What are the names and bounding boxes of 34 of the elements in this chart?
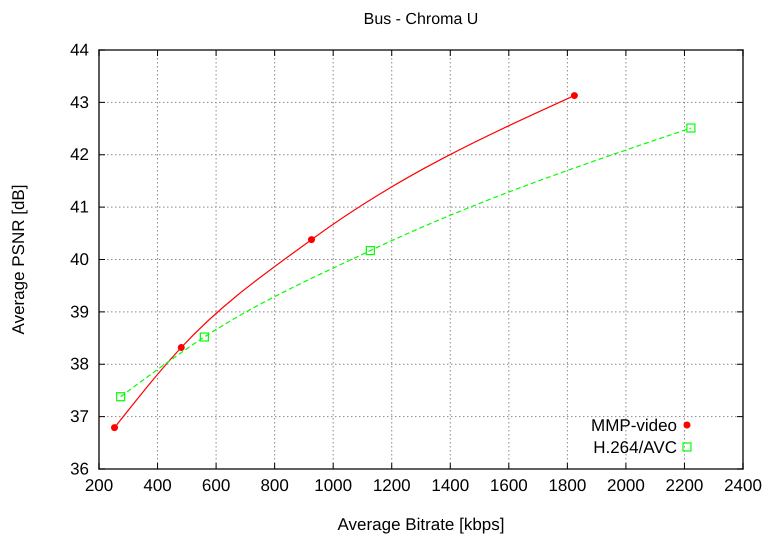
x-tick-label: 1000 xyxy=(314,476,352,496)
x-tick-label: 2200 xyxy=(666,476,704,496)
x-tick-label: 800 xyxy=(260,476,289,496)
chart-title: Bus - Chroma U xyxy=(364,11,478,28)
point xyxy=(686,123,696,133)
point xyxy=(111,424,118,432)
x-axis-title: Average Bitrate [kbps] xyxy=(338,515,504,534)
y-tick-label: 38 xyxy=(70,354,89,374)
point xyxy=(200,332,209,342)
point xyxy=(308,236,316,244)
y-tick-label: 44 xyxy=(70,40,89,60)
x-tick-label: 2000 xyxy=(606,476,645,496)
point xyxy=(178,344,185,351)
y-tick-label: 39 xyxy=(70,302,89,322)
x-tick-label: 2400 xyxy=(724,476,762,496)
legend-label: H.264/AVC xyxy=(593,438,677,457)
x-tick-label: 1800 xyxy=(548,476,586,496)
y-tick-label: 42 xyxy=(70,145,89,164)
point xyxy=(366,246,375,256)
y-axis-title: Average PSNR [dB] xyxy=(9,184,28,334)
y-tick-label: 43 xyxy=(70,92,89,112)
x-tick-label: 400 xyxy=(143,476,172,496)
point xyxy=(116,392,126,402)
x-tick-label: 1200 xyxy=(372,476,411,496)
legend-label: MMP-video xyxy=(591,416,677,435)
point xyxy=(570,92,578,100)
y-tick-label: 40 xyxy=(70,250,89,269)
x-tick-label: 600 xyxy=(202,476,230,496)
y-tick-label: 37 xyxy=(70,407,89,426)
y-tick-label: 36 xyxy=(70,459,89,478)
x-tick-label: 1400 xyxy=(431,476,470,496)
y-tick-label: 41 xyxy=(70,198,89,217)
x-tick-label: 1600 xyxy=(490,476,528,496)
x-tick-label: 200 xyxy=(84,476,114,496)
